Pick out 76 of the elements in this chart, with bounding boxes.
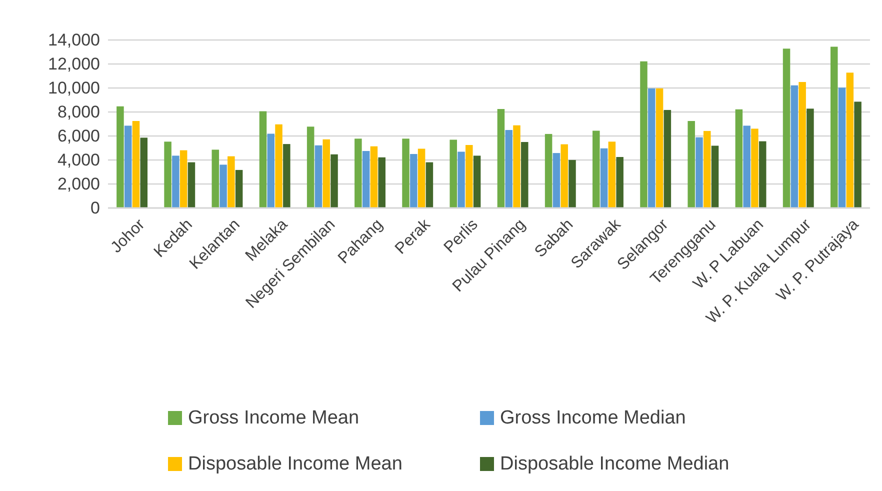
- bar: [703, 130, 711, 208]
- bar: [306, 126, 314, 208]
- bar: [132, 121, 140, 208]
- bar: [838, 88, 846, 208]
- y-tick-label: 10,000: [48, 78, 100, 98]
- bar: [267, 134, 275, 208]
- legend-label: Gross Income Mean: [188, 408, 360, 428]
- bar: [259, 111, 267, 208]
- bar: [735, 109, 743, 208]
- bar: [854, 102, 862, 208]
- bar: [466, 145, 473, 208]
- bar: [751, 128, 758, 208]
- bar: [521, 142, 528, 208]
- bar: [370, 146, 378, 208]
- bar: [790, 85, 798, 208]
- bar: [846, 72, 854, 208]
- bar: [330, 154, 338, 208]
- bar: [188, 162, 196, 208]
- bar: [592, 130, 600, 208]
- legend-label: Disposable Income Median: [500, 454, 730, 474]
- bar: [362, 151, 370, 208]
- legend-label: Gross Income Median: [500, 408, 686, 428]
- y-tick-label: 4,000: [57, 150, 100, 170]
- bar: [378, 157, 386, 208]
- bar: [220, 164, 227, 208]
- bar: [758, 141, 766, 208]
- bar: [648, 88, 656, 208]
- bar: [314, 145, 322, 208]
- y-tick-label: 14,000: [48, 30, 100, 50]
- y-tick-label: 8,000: [57, 102, 100, 122]
- y-tick-label: 12,000: [48, 54, 100, 74]
- bar: [656, 88, 664, 208]
- bar: [228, 156, 235, 208]
- bar: [830, 46, 838, 208]
- bar: [275, 124, 282, 208]
- bar: [696, 137, 703, 208]
- bar: [116, 106, 124, 208]
- bar: [124, 126, 132, 208]
- bar: [711, 146, 719, 208]
- bar: [664, 110, 672, 208]
- bar: [505, 130, 512, 208]
- bar: [552, 153, 560, 208]
- bar: [140, 138, 148, 208]
- y-tick-label: 2,000: [57, 174, 100, 194]
- bar: [798, 82, 806, 208]
- bar: [688, 121, 695, 208]
- legend-label: Disposable Income Mean: [188, 454, 402, 474]
- bar: [616, 157, 624, 208]
- bar: [560, 144, 568, 208]
- bar: [600, 148, 608, 208]
- bar: [172, 156, 180, 208]
- bar: [806, 108, 814, 208]
- bar: [283, 144, 290, 208]
- bar: [608, 142, 616, 208]
- bar: [497, 109, 505, 208]
- bar: [782, 48, 790, 208]
- bar: [180, 150, 188, 208]
- bar: [354, 138, 362, 208]
- bar: [640, 61, 648, 208]
- bar: [235, 170, 243, 208]
- bar: [513, 125, 520, 208]
- bar: [212, 150, 220, 208]
- y-tick-label: 6,000: [57, 126, 100, 146]
- bar: [544, 134, 552, 208]
- bar: [322, 139, 330, 208]
- y-tick-label: 0: [90, 198, 100, 218]
- bar: [410, 154, 418, 208]
- bar: [426, 162, 434, 208]
- bar: [458, 152, 465, 208]
- bar: [164, 142, 172, 208]
- bar: [402, 138, 410, 208]
- bar: [450, 140, 457, 208]
- bar: [418, 148, 426, 208]
- bar: [473, 156, 481, 208]
- bar: [568, 160, 576, 208]
- bar: [743, 126, 750, 208]
